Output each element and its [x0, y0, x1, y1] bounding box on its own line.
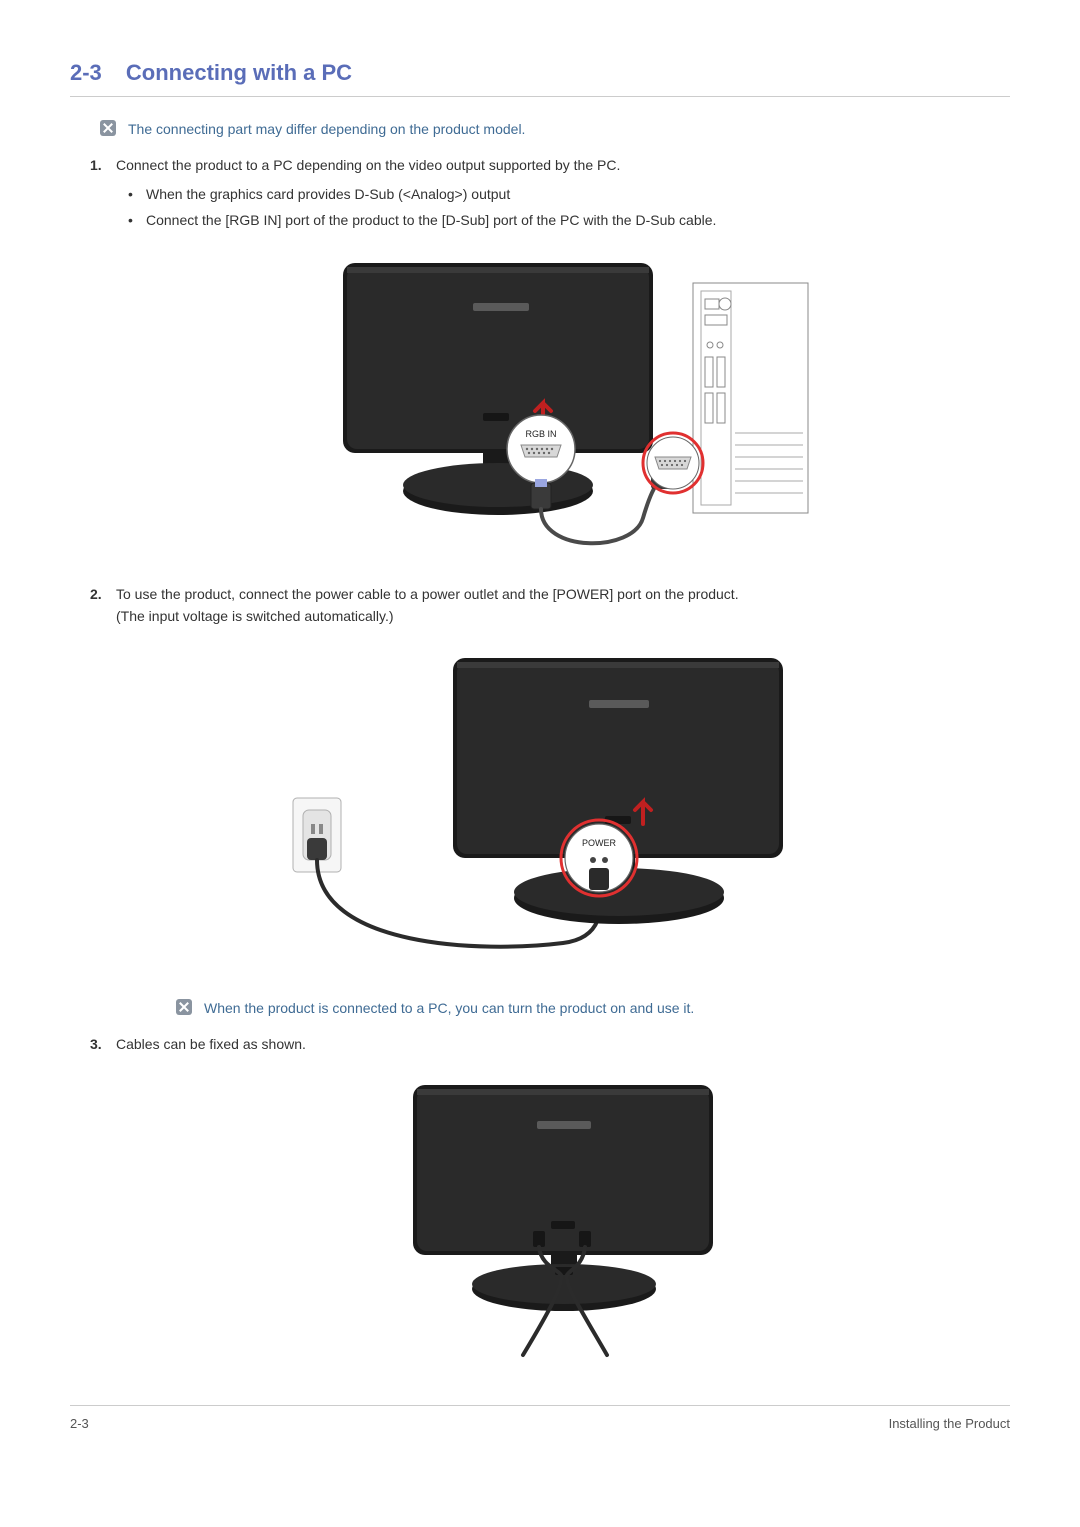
figure-1: RGB IN [116, 253, 1010, 553]
step-1-sublist: When the graphics card provides D-Sub (<… [116, 182, 1010, 232]
step-1-sub-1: When the graphics card provides D-Sub (<… [116, 182, 1010, 207]
steps-list: Connect the product to a PC depending on… [90, 154, 1010, 1365]
figure-2: POWER [116, 648, 1010, 968]
step-1-sub-2: Connect the [RGB IN] port of the product… [116, 208, 1010, 233]
figure-1-svg: RGB IN [303, 253, 823, 553]
step-3: Cables can be fixed as shown. [90, 1033, 1010, 1365]
step-1-text: Connect the product to a PC depending on… [116, 157, 620, 173]
note-mid: When the product is connected to a PC, y… [176, 998, 1010, 1019]
figure-2-svg: POWER [283, 648, 843, 968]
step-3-text: Cables can be fixed as shown. [116, 1036, 306, 1052]
step-2: To use the product, connect the power ca… [90, 583, 1010, 1019]
section-heading: 2-3 Connecting with a PC [70, 60, 1010, 97]
note-icon [176, 999, 192, 1015]
note-top: The connecting part may differ depending… [100, 119, 1010, 140]
fig1-port-label: RGB IN [525, 429, 556, 439]
footer-right: Installing the Product [889, 1416, 1010, 1431]
note-icon [100, 120, 116, 136]
step-2-text: To use the product, connect the power ca… [116, 586, 739, 602]
figure-3-svg [383, 1075, 743, 1365]
step-1: Connect the product to a PC depending on… [90, 154, 1010, 553]
footer-left: 2-3 [70, 1416, 89, 1431]
note-mid-text: When the product is connected to a PC, y… [204, 998, 694, 1019]
step-2-paren: (The input voltage is switched automatic… [116, 608, 394, 624]
page-footer: 2-3 Installing the Product [70, 1405, 1010, 1431]
figure-3 [116, 1075, 1010, 1365]
section-title: Connecting with a PC [126, 60, 352, 85]
fig2-port-label: POWER [582, 838, 617, 848]
note-text: The connecting part may differ depending… [128, 119, 525, 140]
section-number: 2-3 [70, 60, 102, 85]
